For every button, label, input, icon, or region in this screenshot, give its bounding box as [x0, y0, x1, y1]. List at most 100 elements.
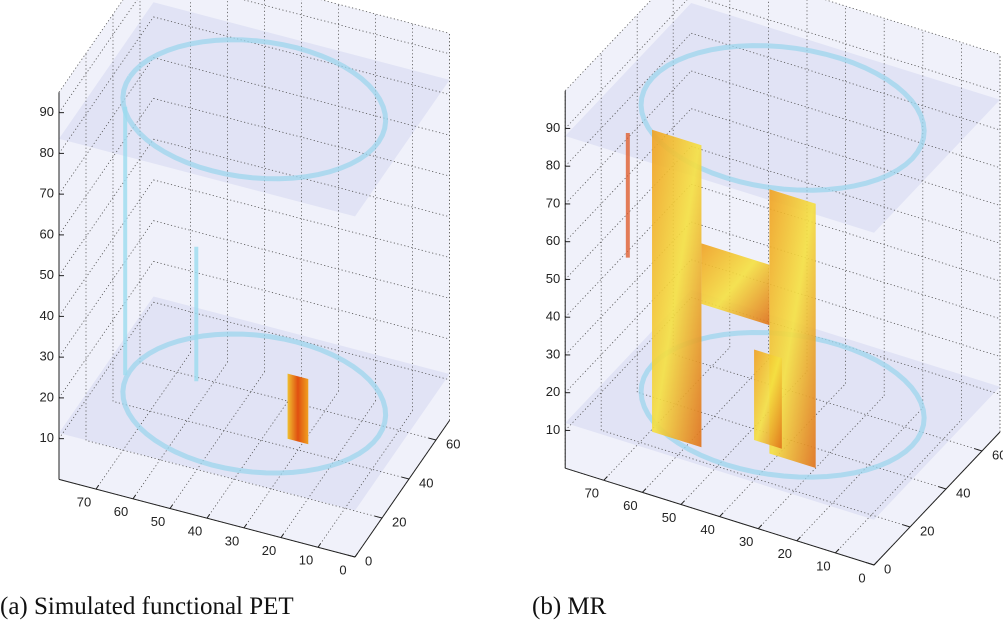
- slab: [652, 129, 702, 448]
- x-tick-label: 20: [262, 543, 276, 558]
- y-tick-label: 40: [419, 475, 433, 490]
- tick-mark: [354, 552, 359, 558]
- tick-mark: [132, 494, 137, 500]
- z-tick-label: 40: [546, 309, 560, 324]
- grid-line: [95, 352, 191, 490]
- ring: [120, 331, 389, 476]
- x-tick-label: 60: [623, 498, 637, 513]
- z-tick-label: 50: [546, 271, 560, 286]
- tick-mark: [428, 437, 437, 441]
- grid-line: [317, 410, 413, 548]
- grid-line: [58, 179, 154, 317]
- grid-line: [169, 371, 265, 509]
- slab: [754, 349, 782, 449]
- tick-mark: [680, 500, 685, 505]
- z-tick-label: 10: [40, 430, 54, 445]
- x-tick-label: 0: [339, 562, 346, 577]
- x-tick-label: 30: [225, 533, 239, 548]
- tick-mark: [206, 514, 211, 519]
- z-tick-label: 60: [546, 233, 560, 248]
- tick-mark: [719, 512, 724, 517]
- tick-mark: [796, 536, 801, 542]
- z-tick-label: 90: [40, 104, 54, 119]
- grid-line: [153, 179, 450, 258]
- tick-mark: [873, 560, 878, 566]
- tick-mark: [757, 524, 763, 530]
- grid-line: [58, 220, 154, 358]
- grid-line: [153, 16, 450, 95]
- x-tick-label: 60: [114, 504, 128, 519]
- hot-spot: [287, 373, 309, 445]
- tick-mark: [603, 476, 608, 481]
- grid-line: [58, 98, 154, 236]
- y-axis: [354, 420, 450, 558]
- grid-line: [206, 381, 302, 519]
- z-tick-label: 20: [40, 389, 54, 404]
- caption: (a) Simulated functional PET: [0, 593, 294, 620]
- tick-mark: [317, 543, 322, 548]
- y-tick-label: 0: [884, 561, 891, 576]
- caption: (b) MR: [532, 593, 607, 620]
- grid-line: [112, 401, 410, 480]
- x-tick-label: 50: [151, 514, 165, 529]
- grid-line: [132, 362, 228, 500]
- grid-line: [153, 138, 450, 218]
- x-tick-label: 10: [299, 553, 313, 568]
- x-tick-label: 20: [778, 546, 792, 561]
- z-tick-label: 80: [546, 158, 560, 173]
- y-tick-label: 60: [446, 436, 460, 451]
- y-tick-label: 40: [956, 485, 970, 500]
- tick-mark: [835, 548, 840, 554]
- x-tick-label: 70: [77, 495, 91, 510]
- z-tick-label: 20: [546, 384, 560, 399]
- tick-mark: [642, 488, 647, 493]
- grid-line: [153, 57, 450, 136]
- panel: 10 20 30 40 50 60 70 80 90 70 60 50 40 30 20 10 0 0 20 40 60: [40, 0, 460, 577]
- tick-mark: [866, 562, 875, 566]
- tick-mark: [401, 476, 410, 480]
- tick-mark: [974, 448, 983, 452]
- tick-mark: [938, 486, 947, 490]
- grid-line: [153, 301, 450, 381]
- panel: 10 20 30 40 50 60 70 80 90 70 60 50 40 30 20 10 0 0 20 40 60: [546, 0, 1003, 585]
- y-axis: [873, 431, 1001, 566]
- z-tick-label: 10: [546, 422, 560, 437]
- z-tick-label: 70: [40, 186, 54, 201]
- z-tick-label: 30: [546, 346, 560, 361]
- grid-line: [243, 391, 339, 529]
- tick-mark: [374, 515, 383, 519]
- tick-mark: [243, 523, 248, 529]
- z-tick-label: 60: [40, 226, 54, 241]
- grid-line: [58, 16, 154, 154]
- y-tick-label: 20: [920, 523, 934, 538]
- z-tick-label: 70: [546, 195, 560, 210]
- z-tick-label: 50: [40, 267, 54, 282]
- grid-line: [280, 400, 376, 538]
- z-tick-label: 80: [40, 145, 54, 160]
- z-tick-label: 90: [546, 120, 560, 135]
- tick-mark: [95, 484, 100, 490]
- x-tick-label: 10: [816, 558, 830, 573]
- grid-line: [85, 440, 383, 519]
- y-tick-label: 0: [365, 553, 372, 568]
- grid-line: [58, 0, 138, 113]
- x-tick-label: 0: [858, 570, 865, 585]
- tick-mark: [902, 524, 911, 528]
- z-tick-label: 30: [40, 349, 54, 364]
- z-tick-label: 40: [40, 308, 54, 323]
- slab: [701, 243, 770, 326]
- grid-line: [58, 261, 154, 399]
- x-tick-label: 30: [739, 534, 753, 549]
- x-tick-label: 40: [700, 522, 714, 537]
- y-tick-label: 20: [392, 514, 406, 529]
- ring: [120, 37, 389, 182]
- box-edge: [58, 0, 124, 93]
- grid-line: [153, 261, 450, 340]
- tick-mark: [169, 504, 174, 509]
- y-tick-label: 60: [992, 447, 1003, 462]
- grid-line: [139, 362, 437, 441]
- x-tick-label: 50: [662, 510, 676, 525]
- grid-line: [58, 301, 154, 439]
